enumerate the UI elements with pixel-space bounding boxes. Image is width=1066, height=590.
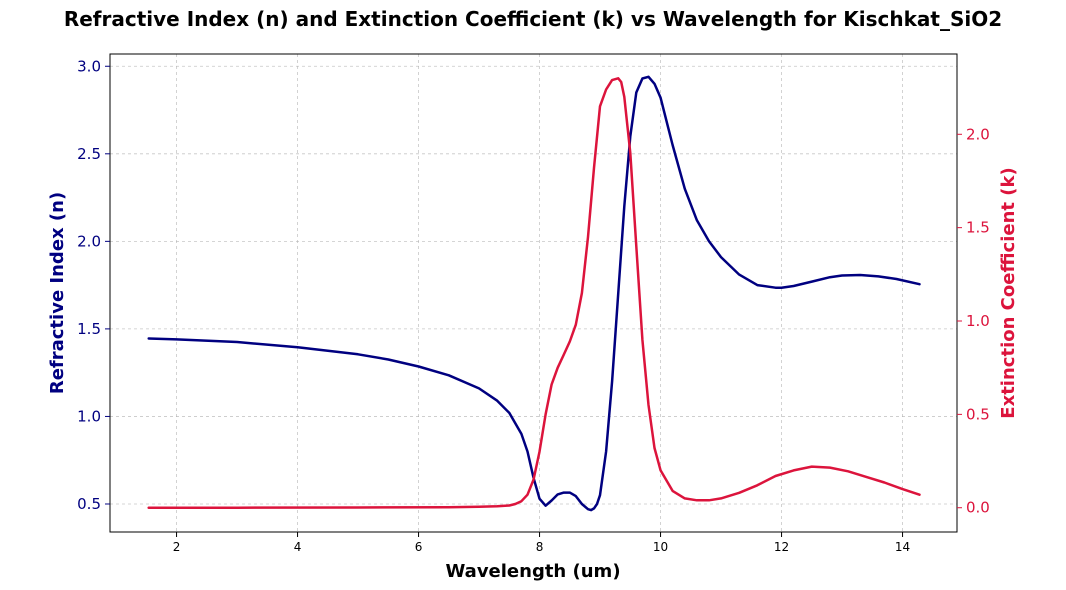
y-left-axis-ticks: 0.5 1.0 1.5 2.0 2.5 3.0 xyxy=(77,57,110,513)
y-right-tick-label: 1.0 xyxy=(966,312,990,330)
y-left-axis-label: Refractive Index (n) xyxy=(47,192,68,394)
y-right-tick-label: 0.0 xyxy=(966,499,990,517)
x-tick-label: 12 xyxy=(774,540,789,554)
y-left-tick-label: 3.0 xyxy=(77,57,101,75)
chart-title: Refractive Index (n) and Extinction Coef… xyxy=(64,7,1002,31)
y-left-tick-label: 2.5 xyxy=(77,145,101,163)
y-left-tick-label: 0.5 xyxy=(77,495,101,513)
grid xyxy=(110,54,957,532)
x-axis-label: Wavelength (um) xyxy=(445,561,620,582)
y-right-tick-label: 2.0 xyxy=(966,125,990,143)
x-tick-label: 8 xyxy=(536,540,544,554)
x-tick-label: 4 xyxy=(294,540,302,554)
plot-area xyxy=(147,75,921,512)
x-tick-label: 6 xyxy=(415,540,423,554)
x-tick-label: 10 xyxy=(653,540,668,554)
y-right-axis-ticks: 0.0 0.5 1.0 1.5 2.0 xyxy=(957,125,990,517)
series-line-n xyxy=(147,75,921,512)
x-tick-label: 14 xyxy=(895,540,910,554)
y-left-tick-label: 1.5 xyxy=(77,320,101,338)
y-right-tick-label: 0.5 xyxy=(966,405,990,423)
series-line-k xyxy=(147,77,921,509)
plot-frame xyxy=(109,53,958,533)
y-right-axis-label: Extinction Coefficient (k) xyxy=(998,167,1019,418)
x-axis-ticks: 2 4 6 8 10 12 14 xyxy=(173,532,910,554)
y-left-tick-label: 1.0 xyxy=(77,407,101,425)
x-tick-label: 2 xyxy=(173,540,181,554)
y-left-tick-label: 2.0 xyxy=(77,232,101,250)
y-right-tick-label: 1.5 xyxy=(966,219,990,237)
